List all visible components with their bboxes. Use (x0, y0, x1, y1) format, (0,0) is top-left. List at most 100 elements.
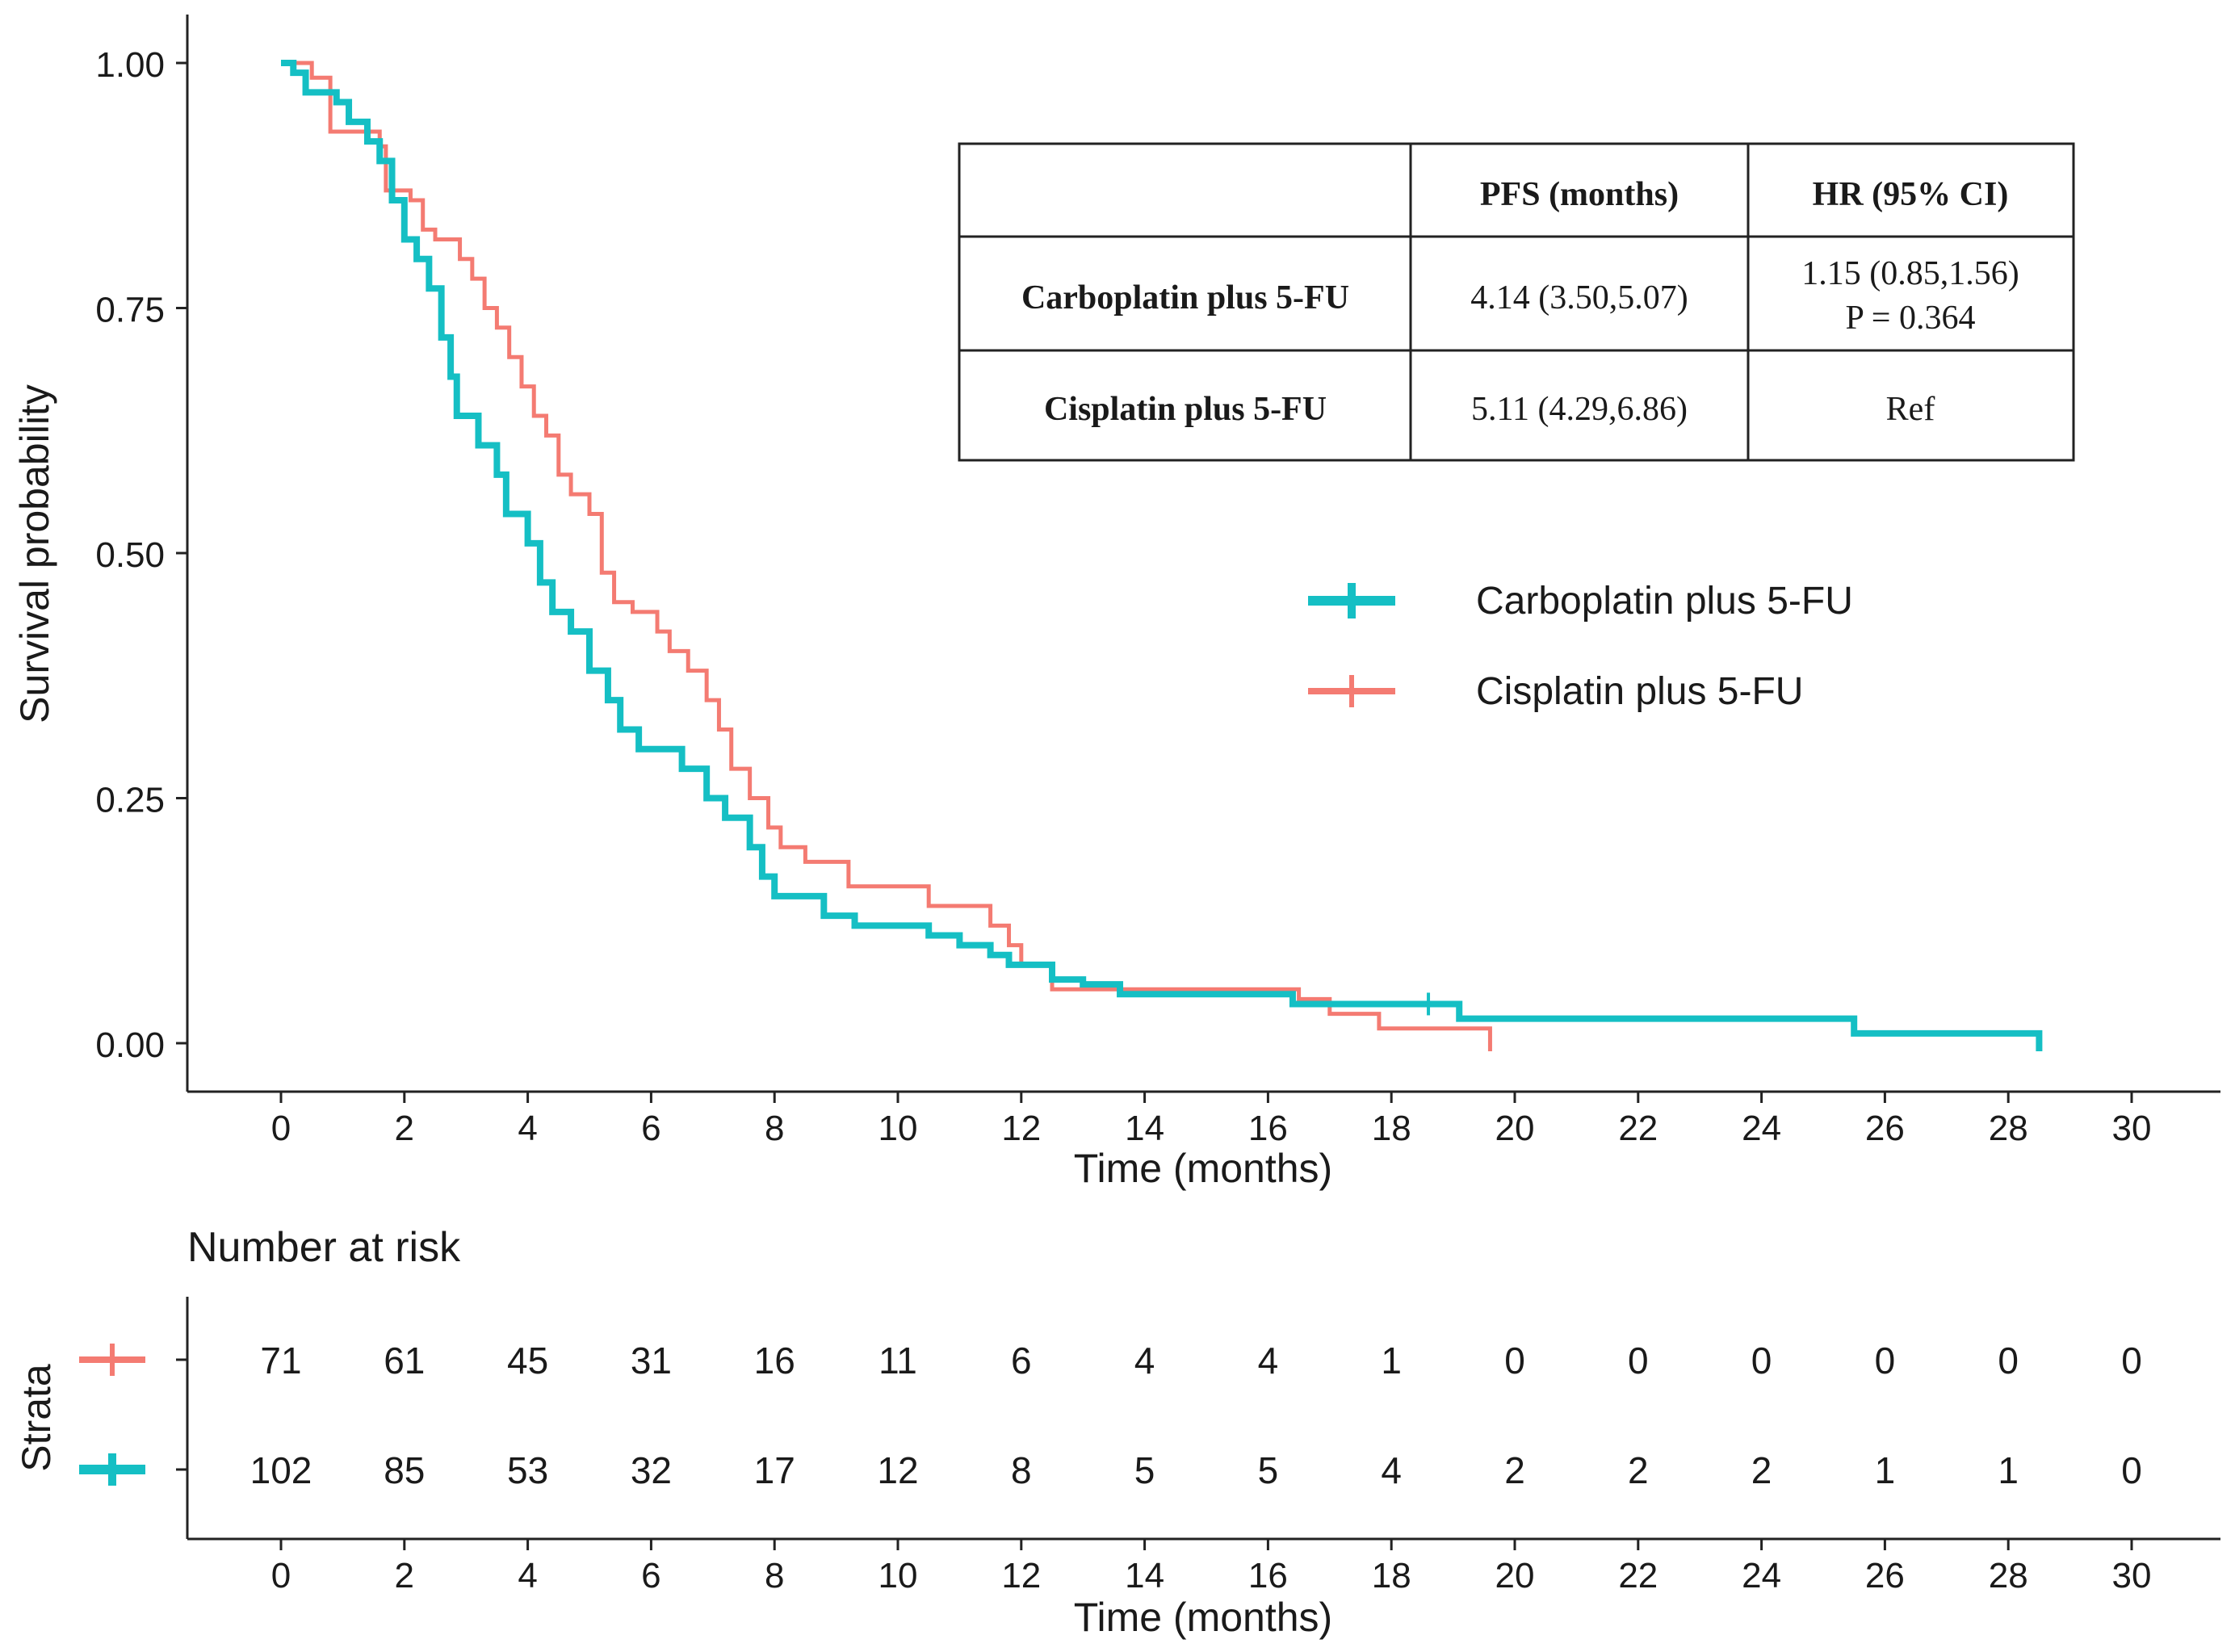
x-tick-label: 4 (518, 1556, 537, 1595)
risk-count: 5 (1258, 1449, 1279, 1491)
x-tick-label: 0 (271, 1556, 291, 1595)
risk-count: 0 (1628, 1340, 1649, 1382)
hazard-ratio-table: PFS (months) HR (95% CI) Carboplatin plu… (958, 142, 2075, 462)
risk-count: 1 (1998, 1449, 2019, 1491)
x-tick-label: 16 (1248, 1109, 1288, 1148)
x-tick-label: 4 (518, 1109, 537, 1148)
y-tick-label: 0.25 (95, 781, 165, 820)
risk-count: 53 (507, 1449, 548, 1491)
x-tick-label: 14 (1125, 1109, 1164, 1148)
x-tick-label: 8 (765, 1556, 784, 1595)
x-tick-label: 12 (1001, 1556, 1041, 1595)
table-border (958, 142, 2075, 462)
x-tick-label: 18 (1372, 1109, 1411, 1148)
risk-x-axis-label: Time (months) (1074, 1595, 1332, 1640)
table-row-label: Carboplatin plus 5-FU (1021, 279, 1349, 317)
table-row-label: Cisplatin plus 5-FU (1044, 391, 1327, 428)
legend-item-cisplatin: Cisplatin plus 5-FU (1308, 670, 1803, 713)
table-cell-pfs: 4.14 (3.50,5.07) (1470, 279, 1688, 317)
table-cell-pfs: 5.11 (4.29,6.86) (1471, 391, 1688, 428)
legend-label: Carboplatin plus 5-FU (1476, 580, 1853, 623)
risk-count: 1 (1381, 1340, 1402, 1382)
x-tick-label: 12 (1001, 1109, 1041, 1148)
risk-count: 71 (260, 1340, 301, 1382)
x-tick-label: 6 (641, 1556, 660, 1595)
x-tick-label: 2 (395, 1556, 414, 1595)
survival-plot: 0.000.250.500.751.00 0 2 4 6 8 10 12 14 16 18 20 22… (12, 15, 2220, 1191)
legend: Carboplatin plus 5-FU Cisplatin plus 5-F… (1308, 580, 1853, 713)
risk-count: 0 (1751, 1340, 1772, 1382)
risk-count: 16 (754, 1340, 795, 1382)
y-tick-label: 0.00 (95, 1025, 165, 1065)
x-axis-label: Time (months) (1074, 1146, 1332, 1191)
y-tick-label: 1.00 (95, 45, 165, 85)
x-tick-label: 20 (1495, 1556, 1535, 1595)
y-tick-label: 0.75 (95, 291, 165, 330)
risk-count: 61 (384, 1340, 425, 1382)
x-tick-label: 2 (395, 1109, 414, 1148)
risk-count: 4 (1134, 1340, 1155, 1382)
risk-count: 6 (1011, 1340, 1032, 1382)
risk-count: 0 (1998, 1340, 2019, 1382)
x-tick-label: 24 (1742, 1109, 1781, 1148)
risk-count: 4 (1381, 1449, 1402, 1491)
survival-curves (281, 60, 2043, 1051)
x-tick-label: 24 (1742, 1556, 1781, 1595)
table-header-hr: HR (95% CI) (1813, 176, 2009, 213)
x-tick-label: 26 (1865, 1109, 1905, 1148)
x-tick-label: 10 (878, 1109, 918, 1148)
risk-x-axis-ticks: 0 2 4 6 8 10 12 14 16 18 20 22 24 26 28 30 (271, 1539, 2152, 1595)
risk-count: 31 (631, 1340, 672, 1382)
y-axis-ticks: 0.00 0.25 0.50 0.75 1.00 (95, 45, 187, 1065)
risk-table-title: Number at risk (187, 1224, 461, 1271)
x-tick-label: 6 (641, 1109, 660, 1148)
risk-count: 2 (1628, 1449, 1649, 1491)
x-axis-ticks: 0 2 4 6 8 10 12 14 16 18 20 22 24 26 28 30 (271, 1092, 2152, 1148)
curve-cisplatin (281, 61, 1492, 1051)
x-tick-label: 28 (1989, 1556, 2028, 1595)
risk-count: 85 (384, 1449, 425, 1491)
y-tick-label: 0.50 (95, 535, 165, 575)
x-tick-label: 22 (1618, 1556, 1658, 1595)
x-tick-label: 26 (1865, 1556, 1905, 1595)
x-tick-label: 30 (2112, 1556, 2152, 1595)
y-axis-label: Survival probability (12, 384, 57, 723)
risk-count: 0 (2121, 1449, 2142, 1491)
curve-carboplatin (281, 60, 2043, 1051)
x-tick-label: 10 (878, 1556, 918, 1595)
risk-count: 11 (878, 1340, 917, 1382)
risk-count: 2 (1504, 1449, 1525, 1491)
risk-count: 17 (754, 1449, 795, 1491)
x-tick-label: 28 (1989, 1109, 2028, 1148)
risk-count: 0 (2121, 1340, 2142, 1382)
risk-count: 45 (507, 1340, 548, 1382)
risk-count: 102 (250, 1449, 312, 1491)
risk-count: 1 (1875, 1449, 1896, 1491)
legend-item-carboplatin: Carboplatin plus 5-FU (1308, 580, 1853, 623)
risk-count: 8 (1011, 1449, 1032, 1491)
risk-count: 5 (1134, 1449, 1155, 1491)
x-tick-label: 18 (1372, 1556, 1411, 1595)
risk-count: 2 (1751, 1449, 1772, 1491)
x-tick-label: 0 (271, 1109, 291, 1148)
x-tick-label: 8 (765, 1109, 784, 1148)
x-tick-label: 20 (1495, 1109, 1535, 1148)
table-header-pfs: PFS (months) (1480, 176, 1679, 213)
table-cell-pvalue: P = 0.364 (1846, 300, 1976, 337)
strata-label: Strata (14, 1364, 59, 1472)
table-cell-hr: Ref (1886, 391, 1935, 428)
risk-strata-markers (79, 1344, 187, 1486)
x-tick-label: 30 (2112, 1109, 2152, 1148)
risk-count: 32 (631, 1449, 672, 1491)
x-tick-label: 14 (1125, 1556, 1164, 1595)
x-tick-label: 22 (1618, 1109, 1658, 1148)
legend-label: Cisplatin plus 5-FU (1476, 670, 1803, 713)
risk-count: 0 (1504, 1340, 1525, 1382)
risk-count: 4 (1258, 1340, 1279, 1382)
x-tick-label: 16 (1248, 1556, 1288, 1595)
number-at-risk-table: Number at risk Strata Time (months) 71 61… (14, 1224, 2220, 1640)
risk-count: 0 (1875, 1340, 1896, 1382)
risk-count: 12 (877, 1449, 918, 1491)
